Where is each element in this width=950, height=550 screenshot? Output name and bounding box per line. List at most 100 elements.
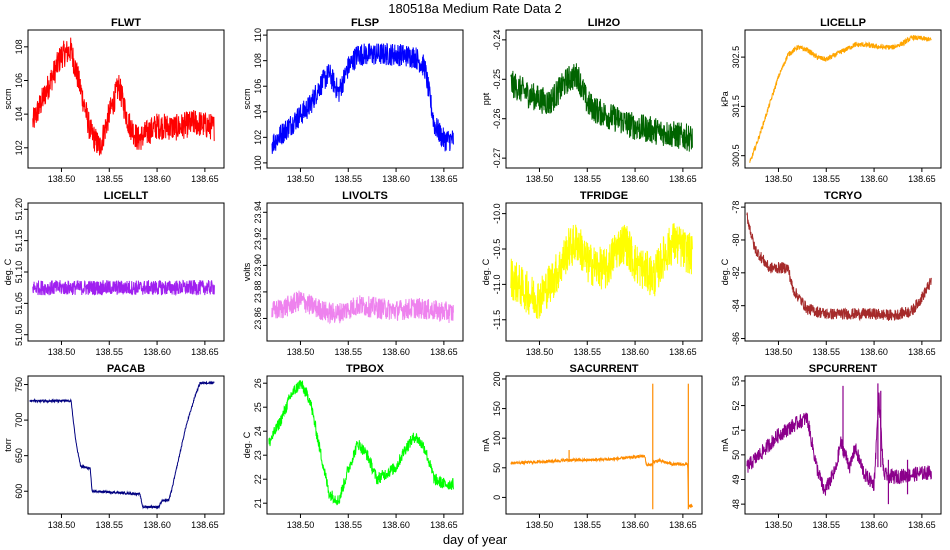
y-axis-label: mA	[720, 438, 730, 452]
y-axis-label: torr	[3, 438, 13, 452]
y-tick-label: 23.88	[253, 281, 263, 304]
panel-pacab: PACAB 138.50 138.55 138.60 138.65 600 650 700 75…	[3, 363, 225, 530]
panel-title: TPBOX	[346, 363, 385, 375]
series-line-licellt	[32, 279, 215, 297]
y-tick-label: 25	[253, 402, 263, 412]
panel-flwt: FLWT 138.50 138.55 138.60 138.65 102 104 106 108…	[3, 17, 225, 184]
series-line-tpbox	[268, 379, 454, 506]
panel-licellt: LICELLT 138.50 138.55 138.60 138.65 51.00 51.0…	[3, 190, 225, 357]
series-line-sacurrent	[510, 453, 693, 509]
plot-frame	[505, 375, 703, 515]
x-tick-label: 138.55	[574, 347, 602, 357]
plot-frame	[27, 29, 225, 169]
x-tick-label: 138.55	[96, 347, 124, 357]
series-line-spcurrent	[746, 392, 932, 496]
x-tick-label: 138.60	[860, 174, 888, 184]
plot-frame	[744, 375, 942, 515]
y-tick-label: 300.5	[731, 144, 741, 167]
x-tick-label: 138.55	[813, 520, 841, 530]
x-tick-label: 138.55	[813, 174, 841, 184]
y-axis-label: deg. C	[242, 431, 252, 458]
x-tick-label: 138.50	[526, 347, 554, 357]
y-tick-label: 52	[731, 401, 741, 411]
y-tick-label: 100	[253, 155, 263, 170]
x-tick-label: 138.50	[765, 520, 793, 530]
x-tick-label: 138.50	[48, 520, 76, 530]
panel-tpbox: TPBOX 138.50 138.55 138.60 138.65 21 22 23 24 25 2…	[242, 363, 464, 530]
plot-frame	[27, 202, 225, 342]
panel-title: FLWT	[111, 17, 141, 29]
y-axis-label: volts	[242, 262, 252, 281]
x-tick-label: 138.50	[287, 174, 315, 184]
panel-tfridge: TFRIDGE 138.50 138.55 138.60 138.65 -11.5 -11.…	[481, 190, 703, 357]
y-tick-label: 750	[14, 377, 24, 392]
y-tick-label: 108	[253, 53, 263, 68]
plot-frame	[505, 29, 703, 169]
series-line-tfridge	[510, 223, 693, 319]
y-tick-label: -11.0	[492, 274, 502, 294]
figure-title: 180518a Medium Rate Data 2	[388, 1, 561, 16]
x-tick-label: 138.60	[382, 347, 410, 357]
x-tick-label: 138.60	[143, 347, 171, 357]
y-tick-label: 102	[253, 130, 263, 145]
y-tick-label: 51.05	[14, 292, 24, 315]
y-tick-label: -11.5	[492, 310, 502, 330]
y-tick-label: -86	[731, 332, 741, 345]
y-tick-label: 22	[253, 474, 263, 484]
y-tick-label: 24	[253, 426, 263, 436]
y-tick-label: 23.92	[253, 228, 263, 251]
y-tick-label: 102	[14, 140, 24, 155]
y-tick-label: 50	[731, 450, 741, 460]
x-tick-label: 138.55	[335, 520, 363, 530]
x-tick-label: 138.65	[191, 174, 219, 184]
y-tick-label: 23.86	[253, 307, 263, 330]
y-tick-label: 301.5	[731, 95, 741, 118]
y-tick-label: -84	[731, 299, 741, 312]
panels: FLWT 138.50 138.55 138.60 138.65 102 104 106 108…	[3, 17, 942, 530]
panel-title: LICELLP	[820, 17, 866, 29]
y-tick-label: 700	[14, 413, 24, 428]
y-tick-label: 48	[731, 499, 741, 509]
x-tick-label: 138.65	[669, 174, 697, 184]
x-tick-label: 138.50	[48, 347, 76, 357]
plot-frame	[744, 202, 942, 342]
series-line-flwt	[32, 37, 215, 156]
y-axis-label: sccm	[242, 89, 252, 110]
x-tick-label: 138.55	[96, 520, 124, 530]
y-tick-label: 200	[492, 371, 502, 386]
x-tick-label: 138.60	[382, 174, 410, 184]
y-tick-label: -0.25	[492, 69, 502, 90]
y-tick-label: 50	[492, 463, 502, 473]
y-axis-label: sccm	[3, 89, 13, 110]
y-tick-label: 26	[253, 378, 263, 388]
x-tick-label: 138.65	[908, 347, 936, 357]
panel-title: LIVOLTS	[342, 190, 388, 202]
y-tick-label: 51.00	[14, 323, 24, 346]
panel-title: FLSP	[351, 17, 379, 29]
x-tick-label: 138.55	[335, 174, 363, 184]
panel-licellp: LICELLP 138.50 138.55 138.60 138.65 300.5 301.…	[720, 17, 942, 184]
x-tick-label: 138.65	[669, 520, 697, 530]
x-tick-label: 138.55	[813, 347, 841, 357]
x-tick-label: 138.55	[574, 174, 602, 184]
y-axis-label: deg. C	[3, 258, 13, 285]
series-line-livolts	[271, 290, 454, 325]
x-tick-label: 138.60	[621, 347, 649, 357]
y-tick-label: -80	[731, 233, 741, 246]
x-tick-label: 138.60	[860, 347, 888, 357]
panel-title: PACAB	[107, 363, 145, 375]
x-tick-label: 138.55	[335, 347, 363, 357]
y-tick-label: -0.27	[492, 148, 502, 169]
x-tick-label: 138.60	[143, 174, 171, 184]
y-axis-label: kPa	[720, 91, 730, 107]
x-tick-label: 138.50	[765, 174, 793, 184]
y-tick-label: -10.5	[492, 239, 502, 260]
y-tick-label: 600	[14, 484, 24, 499]
x-tick-label: 138.65	[908, 520, 936, 530]
y-tick-label: -82	[731, 266, 741, 279]
y-tick-label: 51.10	[14, 261, 24, 284]
x-tick-label: 138.50	[287, 347, 315, 357]
panel-title: LICELLT	[104, 190, 149, 202]
plot-frame	[266, 29, 464, 169]
